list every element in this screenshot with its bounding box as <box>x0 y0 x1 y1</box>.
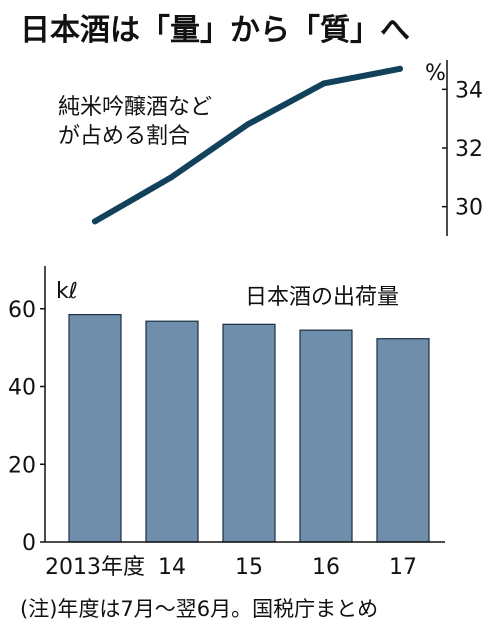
line-point <box>92 218 98 225</box>
line-point <box>244 121 251 128</box>
bar-x-tick-label: 14 <box>158 555 186 580</box>
bar-x-ticks: 2013年度 14 15 16 17 <box>45 555 417 580</box>
bar-series-label: 日本酒の出荷量 <box>245 285 399 310</box>
footnote: (注)年度は7月〜翌6月。国税庁まとめ <box>20 597 378 621</box>
bar-y-tick-label: 60 <box>8 298 36 323</box>
line-point <box>397 65 403 72</box>
line-y-tick-label: 34 <box>455 78 483 103</box>
bar-unit-label: kℓ <box>56 279 78 304</box>
bar-x-tick-label: 15 <box>235 555 263 580</box>
line-y-tick-label: 30 <box>455 196 483 221</box>
line-panel: 純米吟醸酒など が占める割合 % 30 32 34 <box>58 60 483 236</box>
bar-x-tick-label: 16 <box>312 555 340 580</box>
bar <box>222 323 276 543</box>
bar-panel: 日本酒の出荷量 kℓ 0 20 40 60 2013年度 14 15 16 17 <box>8 266 445 580</box>
bar-y-ticks: 0 20 40 60 <box>8 298 45 556</box>
bar <box>68 313 122 543</box>
bar-x-tick-label: 17 <box>389 555 417 580</box>
line-y-tick-label: 32 <box>455 137 483 162</box>
bars <box>68 313 430 543</box>
line-unit-label: % <box>425 61 446 86</box>
bar <box>376 338 430 543</box>
line-points <box>92 65 403 225</box>
line-point <box>320 80 327 87</box>
line-label-1: 純米吟醸酒など <box>58 95 212 120</box>
bar-y-tick-label: 0 <box>22 531 36 556</box>
bar-y-tick-label: 20 <box>8 453 36 478</box>
line-label-2: が占める割合 <box>58 124 190 149</box>
bar-x-tick-label: 2013年度 <box>45 555 145 580</box>
bar <box>299 329 353 543</box>
chart-title: 日本酒は「量」から「質」へ <box>20 13 410 48</box>
bar <box>145 320 199 543</box>
line-y-ticks: 30 32 34 <box>442 78 483 221</box>
line-point <box>168 174 175 181</box>
bar-y-tick-label: 40 <box>8 376 36 401</box>
